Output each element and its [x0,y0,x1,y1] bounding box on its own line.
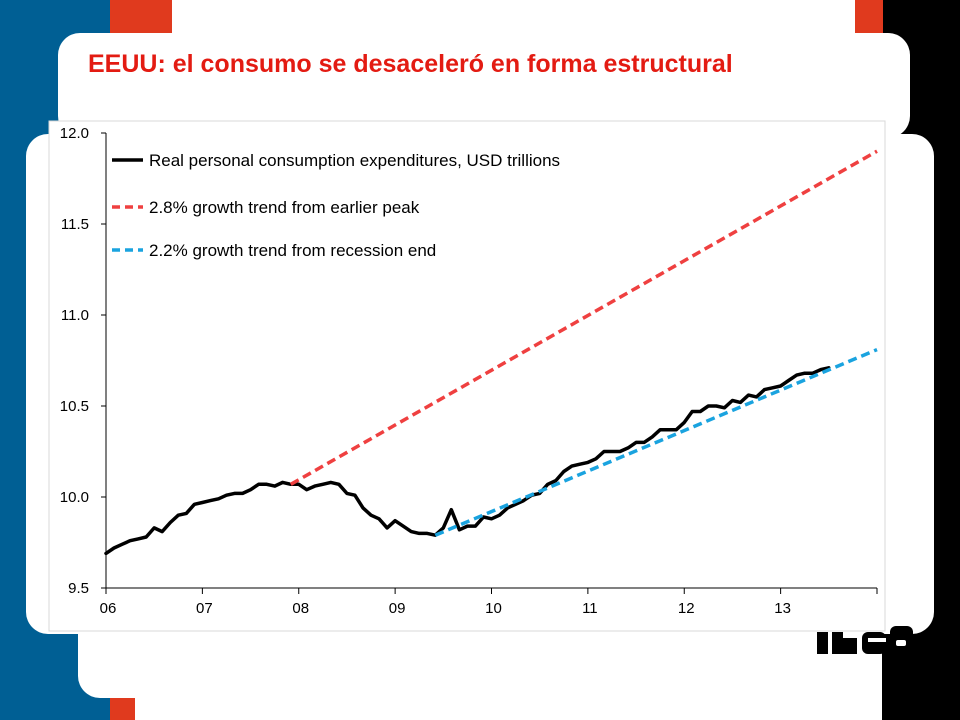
right-red-accent [855,0,883,35]
x-tick-label: 13 [774,600,791,617]
x-tick-label: 09 [389,600,406,617]
left-red-accent [110,0,172,35]
y-tick-label: 11.5 [61,216,89,233]
legend-box [107,140,605,226]
x-tick-label: 06 [100,600,117,617]
legend-label-2-2-trend: 2.2% growth trend from recession end [149,241,436,260]
x-tick-label: 07 [196,600,213,617]
iuea-logo [817,626,913,654]
x-tick-label: 12 [678,600,695,617]
left-red-accent-bottom [110,695,135,720]
y-tick-label: 12.0 [60,125,89,142]
legend-label-2-8-trend: 2.8% growth trend from earlier peak [149,198,420,217]
legend-label-consumption: Real personal consumption expenditures, … [149,151,560,170]
slide-title: EEUU: el consumo se desaceleró en forma … [88,50,733,78]
x-tick-label: 11 [582,600,598,617]
trend-2-8-series-line [289,149,878,486]
consumption-series-line [104,366,831,556]
x-tick-label: 08 [292,600,309,617]
x-tick-label: 10 [485,600,502,617]
trend-2-2-series-line [434,347,878,537]
y-tick-label: 9.5 [68,580,89,597]
y-tick-label: 10.0 [60,489,89,506]
y-tick-label: 11.0 [61,307,89,324]
y-tick-label: 10.5 [60,398,89,415]
